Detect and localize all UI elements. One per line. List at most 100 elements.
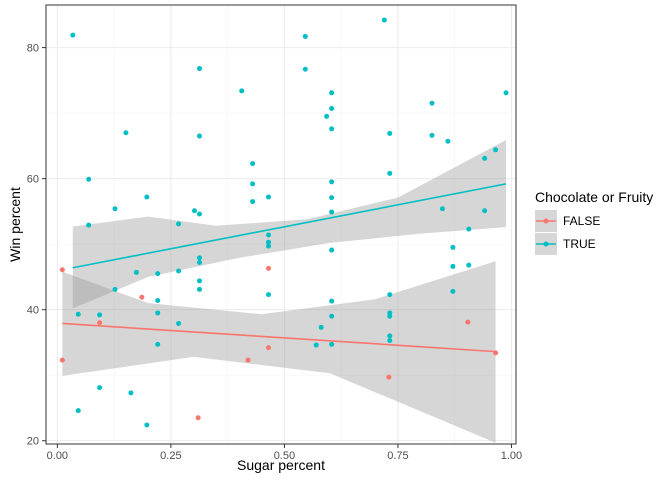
- data-point-true: [70, 32, 76, 38]
- trend-line-true: [72, 183, 507, 269]
- data-point-true: [128, 390, 134, 396]
- data-point-true: [155, 298, 161, 304]
- data-point-false: [97, 320, 103, 326]
- data-point-true: [155, 341, 161, 347]
- data-point-true: [439, 206, 445, 212]
- x-tick-label: 0.00: [47, 450, 68, 462]
- data-point-true: [329, 90, 335, 96]
- data-point-true: [112, 286, 118, 292]
- data-point-true: [324, 113, 330, 119]
- data-point-true: [196, 66, 202, 72]
- data-points: [59, 17, 509, 428]
- data-point-false: [59, 357, 65, 363]
- data-point-true: [144, 422, 150, 428]
- data-point-true: [387, 313, 393, 319]
- data-point-true: [329, 179, 335, 185]
- confidence-band-true: [72, 139, 507, 309]
- data-point-true: [329, 341, 335, 347]
- y-tick-label: 40: [27, 305, 39, 317]
- data-point-true: [75, 311, 81, 317]
- data-point-true: [112, 206, 118, 212]
- y-tick-label: 80: [27, 43, 39, 55]
- data-point-true: [196, 260, 202, 266]
- data-point-true: [176, 320, 182, 326]
- x-tick-label: 0.75: [387, 450, 408, 462]
- data-point-true: [196, 278, 202, 284]
- data-point-true: [429, 132, 435, 138]
- data-point-true: [176, 268, 182, 274]
- y-axis-title: Win percent: [7, 187, 23, 262]
- data-point-true: [329, 195, 335, 201]
- data-point-true: [155, 310, 161, 316]
- data-point-true: [144, 194, 150, 200]
- y-tick-label: 20: [27, 436, 39, 448]
- legend-key-point: [543, 218, 549, 224]
- data-point-true: [239, 88, 245, 94]
- data-point-false: [195, 415, 201, 421]
- data-point-true: [493, 147, 499, 153]
- data-point-true: [387, 170, 393, 176]
- legend-title: Chocolate or Fruity: [535, 189, 653, 205]
- data-point-false: [245, 357, 251, 363]
- trend-line-false: [62, 322, 496, 353]
- data-point-true: [318, 324, 324, 330]
- data-point-true: [266, 194, 272, 200]
- data-point-true: [196, 255, 202, 261]
- data-point-true: [450, 244, 456, 250]
- data-point-true: [133, 269, 139, 275]
- data-point-true: [387, 333, 393, 339]
- axes: 0.00 0.25 0.50 0.75 1.00 20 40 60 80: [27, 43, 522, 462]
- data-point-true: [313, 342, 319, 348]
- data-point-true: [250, 181, 256, 187]
- data-point-true: [250, 199, 256, 205]
- data-point-true: [196, 211, 202, 217]
- data-point-true: [381, 17, 387, 23]
- data-point-true: [482, 208, 488, 214]
- data-point-true: [429, 100, 435, 106]
- x-tick-label: 1.00: [501, 450, 522, 462]
- data-point-true: [196, 133, 202, 139]
- grid-lines: [46, 5, 516, 444]
- trend-lines: [62, 183, 507, 353]
- x-tick-label: 0.25: [160, 450, 181, 462]
- data-point-true: [266, 243, 272, 249]
- data-point-true: [266, 239, 272, 245]
- data-point-false: [386, 374, 392, 380]
- data-point-true: [450, 263, 456, 269]
- x-axis-title: Sugar percent: [237, 457, 325, 473]
- data-point-true: [387, 337, 393, 343]
- data-point-true: [329, 313, 335, 319]
- data-point-true: [250, 161, 256, 167]
- data-point-true: [266, 232, 272, 238]
- data-point-true: [176, 221, 182, 227]
- data-point-false: [465, 319, 471, 325]
- data-point-true: [75, 408, 81, 414]
- data-point-true: [86, 222, 92, 228]
- legend-keys: FALSE TRUE: [535, 210, 600, 255]
- data-point-true: [329, 126, 335, 132]
- confidence-band-false: [62, 261, 496, 443]
- data-point-true: [450, 288, 456, 294]
- data-point-false: [139, 294, 145, 300]
- data-point-true: [466, 262, 472, 268]
- data-point-true: [155, 271, 161, 277]
- data-point-true: [123, 130, 129, 136]
- data-point-true: [387, 130, 393, 136]
- legend: Chocolate or Fruity FALSE TRUE: [535, 189, 653, 255]
- data-point-false: [59, 267, 65, 273]
- data-point-true: [329, 247, 335, 253]
- data-point-false: [266, 265, 272, 271]
- data-point-true: [445, 138, 451, 144]
- y-tick-label: 60: [27, 174, 39, 186]
- data-point-true: [387, 292, 393, 298]
- data-point-true: [302, 66, 308, 72]
- data-point-true: [97, 385, 103, 391]
- data-point-true: [266, 292, 272, 298]
- legend-key-point: [543, 241, 549, 247]
- data-point-true: [97, 312, 103, 318]
- data-point-true: [191, 208, 197, 214]
- data-point-true: [482, 155, 488, 161]
- plot-panel: [46, 5, 516, 444]
- x-tick-label: 0.50: [274, 450, 295, 462]
